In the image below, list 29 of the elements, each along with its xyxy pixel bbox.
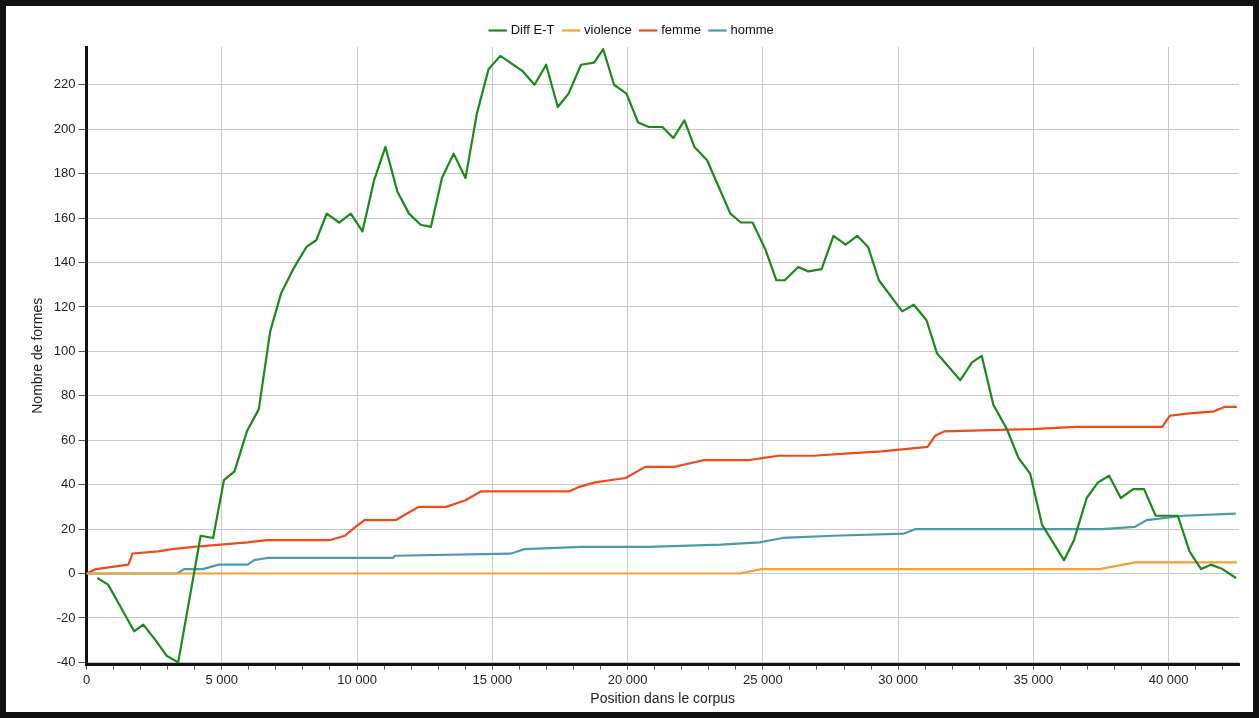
x-tick-label: 5 000: [205, 671, 239, 687]
x-axis-title: Position dans le corpus: [590, 690, 736, 707]
y-tick-label: 200: [53, 120, 76, 136]
y-tick-label: 20: [61, 520, 76, 536]
y-tick-label: 80: [61, 387, 76, 403]
y-tick-label: 220: [53, 76, 76, 92]
x-tick-label: 40 000: [1148, 671, 1189, 687]
y-axis-title: Nombre de formes: [29, 297, 46, 414]
legend-label: violence: [584, 22, 632, 38]
y-tick-label: 100: [53, 342, 76, 358]
legend-label: Diff E-T: [510, 22, 555, 38]
x-tick-label: 0: [82, 671, 91, 687]
x-tick-label: 35 000: [1013, 671, 1054, 687]
y-tick-label: 140: [53, 254, 76, 270]
x-tick-label: 10 000: [337, 671, 377, 687]
y-tick-label: -20: [56, 609, 76, 625]
x-tick-label: 25 000: [742, 671, 783, 687]
legend-label: homme: [730, 22, 774, 38]
legend-label: femme: [661, 22, 701, 38]
y-tick-label: 60: [61, 431, 76, 447]
y-tick-label: 40: [61, 476, 76, 492]
y-tick-label: 180: [53, 165, 76, 181]
x-tick-label: 15 000: [472, 671, 513, 687]
y-tick-label: 160: [53, 209, 76, 225]
x-tick-label: 30 000: [878, 671, 918, 687]
y-tick-label: 120: [53, 298, 76, 314]
x-tick-label: 20 000: [607, 671, 648, 687]
y-tick-label: 0: [68, 565, 76, 581]
y-tick-label: -40: [56, 653, 76, 669]
